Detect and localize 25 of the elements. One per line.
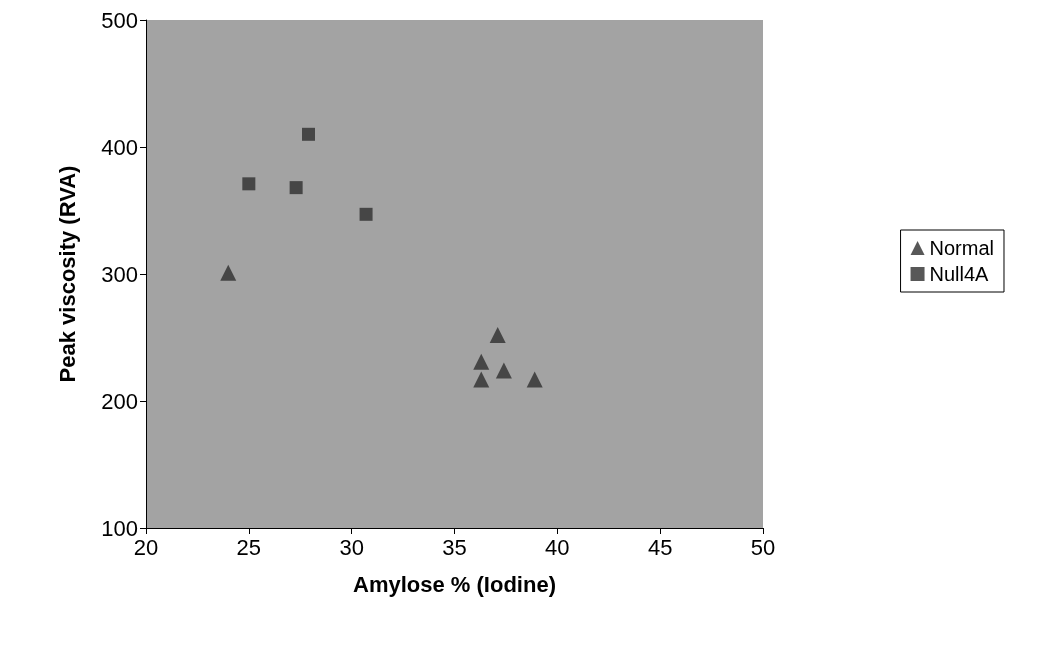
y-tick-label: 300	[101, 261, 138, 287]
point	[359, 207, 373, 221]
y-tick-label: 100	[101, 515, 138, 541]
point	[301, 127, 315, 141]
y-tick-label: 500	[101, 7, 138, 33]
x-tick-label: 25	[236, 534, 262, 560]
y-tick-label: 400	[101, 134, 138, 160]
point	[473, 353, 490, 370]
point	[526, 371, 543, 388]
legend-label: Null4A	[929, 263, 990, 285]
point	[289, 181, 303, 195]
point	[242, 177, 256, 191]
x-axis-title: Amylose % (Iodine)	[353, 571, 556, 597]
x-tick-label: 50	[750, 534, 776, 560]
point	[489, 326, 506, 343]
y-tick-label: 200	[101, 388, 138, 414]
x-tick-label: 40	[545, 534, 570, 560]
x-tick-label: 35	[442, 534, 467, 560]
point	[495, 362, 512, 379]
point	[473, 371, 490, 388]
y-axis-title: Peak viscosity (RVA)	[54, 165, 80, 383]
legend-label: Normal	[929, 237, 994, 259]
x-tick-label: 45	[647, 534, 673, 560]
x-tick-label: 30	[339, 534, 364, 560]
point	[220, 264, 237, 281]
